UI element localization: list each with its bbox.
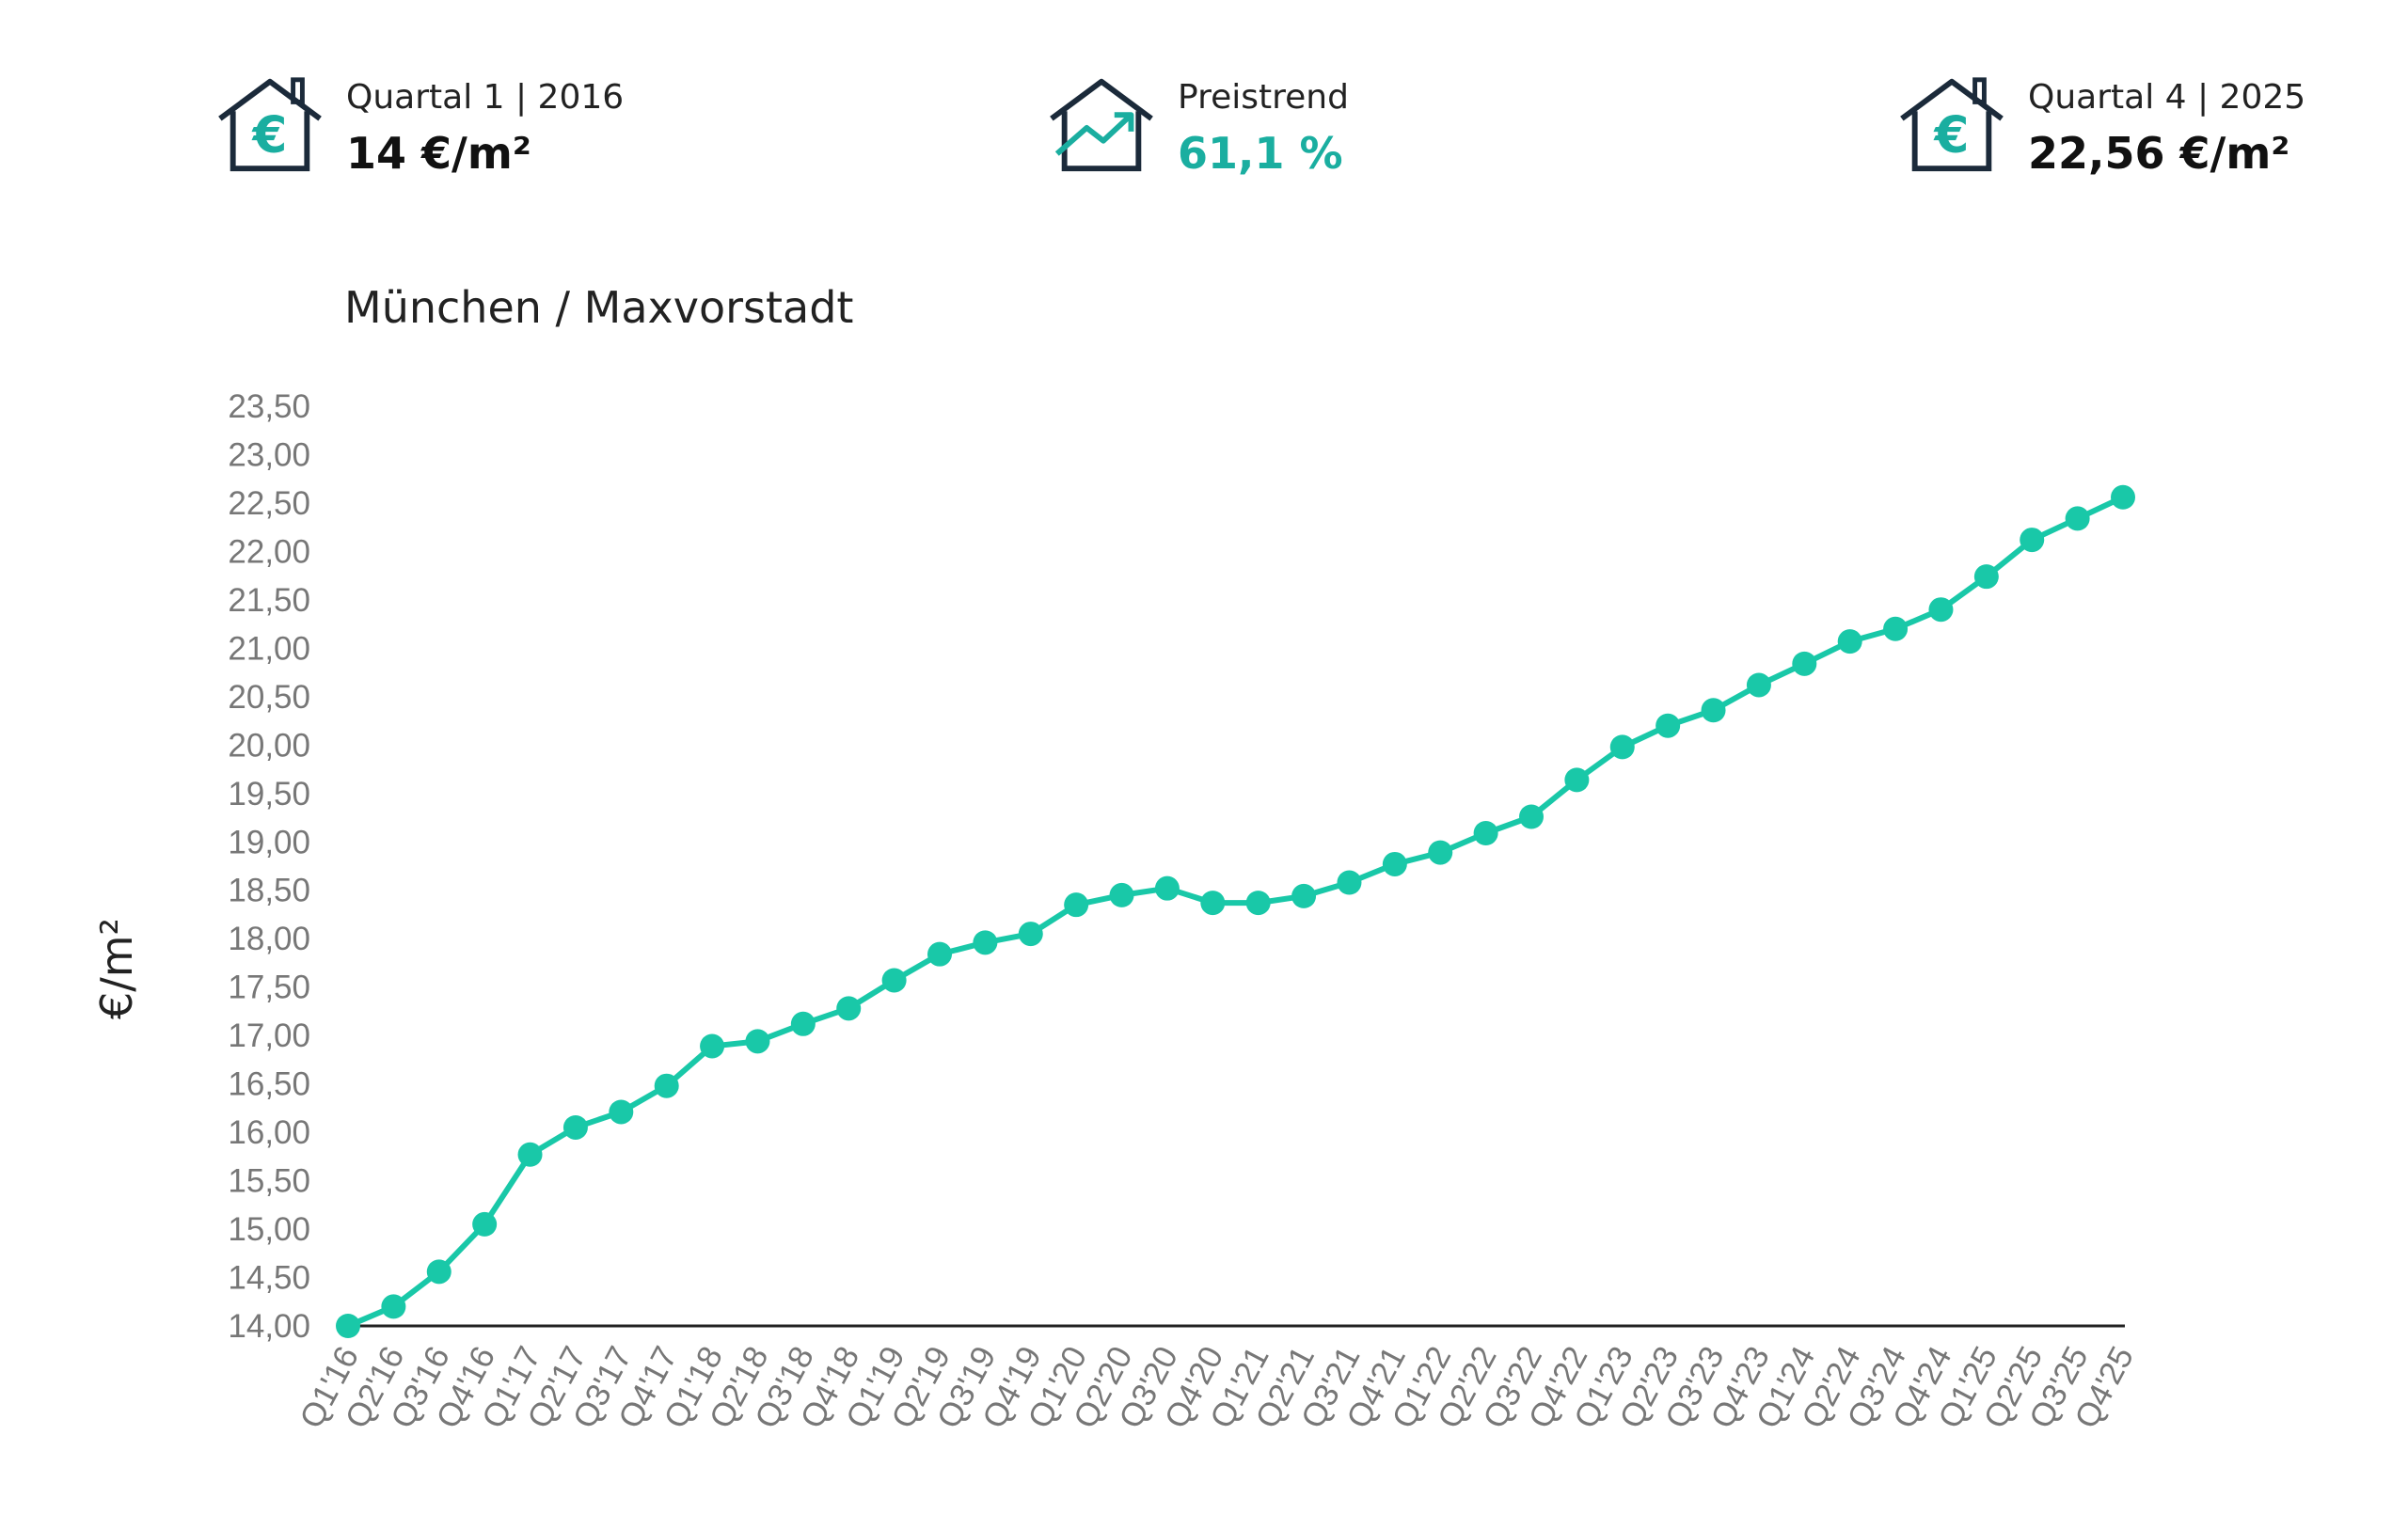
- y-tick-label: 23,50: [228, 388, 310, 425]
- y-tick-label: 21,50: [228, 582, 310, 619]
- y-tick-label: 18,00: [228, 921, 310, 957]
- kpi-end-quarter: € Quartal 4 | 2025 22,56 €/m²: [1896, 73, 2305, 184]
- data-point: [1291, 883, 1317, 908]
- data-point: [1473, 820, 1498, 845]
- kpi-start-label: Quartal 1 | 2016: [346, 78, 625, 117]
- y-tick-label: 22,50: [228, 485, 310, 522]
- data-point: [1883, 616, 1909, 641]
- y-tick-label: 16,50: [228, 1066, 310, 1103]
- kpi-start-value: 14 €/m²: [346, 128, 531, 179]
- data-point: [836, 996, 862, 1021]
- data-point: [1382, 851, 1407, 876]
- y-tick-label: 22,00: [228, 533, 310, 570]
- series-line: [346, 495, 2125, 1329]
- kpi-end-label: Quartal 4 | 2025: [2028, 78, 2306, 117]
- y-tick-label: 19,50: [228, 776, 310, 812]
- data-point: [1428, 840, 1453, 865]
- data-point: [517, 1142, 543, 1167]
- data-point: [1337, 870, 1362, 895]
- data-point: [790, 1011, 816, 1036]
- data-point: [1245, 891, 1271, 916]
- data-point: [1109, 882, 1134, 907]
- data-point: [562, 1114, 588, 1140]
- y-tick-label: 15,50: [228, 1163, 310, 1200]
- y-tick-label: 14,50: [228, 1260, 310, 1297]
- data-point: [1154, 875, 1180, 901]
- chart-title: München / Maxvorstadt: [344, 282, 854, 333]
- data-point: [2020, 528, 2045, 553]
- data-point: [1973, 564, 1999, 590]
- data-point: [1701, 698, 1726, 723]
- data-point: [881, 968, 907, 993]
- y-tick-label: 16,00: [228, 1114, 310, 1151]
- data-point: [609, 1099, 634, 1125]
- kpi-end-value: 22,56 €/m²: [2028, 128, 2290, 179]
- house-euro-icon: €: [218, 77, 322, 172]
- data-point: [1609, 734, 1635, 760]
- house-trend-up-icon: [1050, 78, 1153, 172]
- data-point: [1928, 597, 1954, 623]
- kpi-trend-value: 61,1 %: [1178, 128, 1343, 179]
- kpi-price-trend: Preistrend 61,1 %: [1046, 73, 1349, 184]
- data-point: [1792, 651, 1817, 676]
- house-euro-icon: €: [1900, 77, 2004, 172]
- data-point: [1064, 892, 1089, 918]
- y-tick-label: 14,00: [228, 1308, 310, 1345]
- svg-text:€: €: [251, 106, 288, 165]
- data-point: [973, 930, 998, 955]
- data-point: [2111, 484, 2135, 510]
- data-point: [927, 941, 952, 967]
- data-point: [654, 1073, 679, 1098]
- data-point: [1200, 891, 1226, 916]
- data-point: [336, 1314, 360, 1338]
- y-axis-ticks: 14,00 14,50 15,00 15,50 16,00 16,50 17,00 17,50…: [228, 388, 310, 1345]
- kpi-trend-label: Preistrend: [1178, 78, 1349, 117]
- y-tick-label: 17,00: [228, 1017, 310, 1054]
- y-tick-label: 20,00: [228, 727, 310, 764]
- kpi-start-quarter: € Quartal 1 | 2016 14 €/m²: [214, 73, 624, 184]
- y-tick-label: 20,50: [228, 679, 310, 716]
- data-point: [700, 1033, 725, 1059]
- data-points: [336, 484, 2135, 1338]
- data-point: [472, 1211, 498, 1237]
- data-point: [1656, 713, 1681, 738]
- y-tick-label: 21,00: [228, 630, 310, 667]
- x-axis-ticks: Q1'16Q2'16Q3'16Q4'16Q1'17Q2'17Q3'17Q4'17…: [293, 1340, 2141, 1434]
- y-tick-label: 23,00: [228, 436, 310, 473]
- data-point: [1564, 767, 1590, 793]
- data-point: [1018, 922, 1043, 947]
- data-point: [2065, 506, 2090, 531]
- data-point: [1746, 672, 1771, 698]
- data-point: [1837, 629, 1862, 654]
- data-point: [381, 1294, 406, 1319]
- y-tick-label: 15,00: [228, 1211, 310, 1248]
- y-tick-label: 18,50: [228, 873, 310, 909]
- svg-text:€: €: [1933, 106, 1970, 165]
- data-point: [745, 1029, 770, 1054]
- y-tick-label: 19,00: [228, 824, 310, 860]
- data-point: [1519, 804, 1544, 829]
- y-tick-label: 17,50: [228, 970, 310, 1006]
- data-point: [426, 1259, 452, 1285]
